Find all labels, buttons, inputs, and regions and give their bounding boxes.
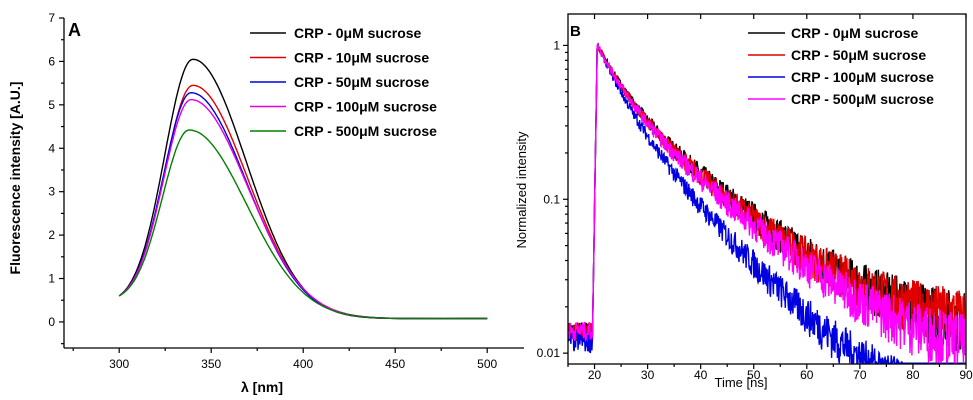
panel-b-x-tick-label: 60 (800, 368, 814, 382)
panel-a-x-tick-label: 350 (201, 357, 221, 371)
panel-b-x-tick-label: 80 (906, 368, 920, 382)
panel-a-x-tick-label: 450 (385, 357, 405, 371)
panel-b-legend-label: CRP - 50μM sucrose (791, 47, 926, 63)
panel-a-ylabel: Fluorescence intensity [A.U.] (7, 82, 23, 275)
panel-b: B 20 30 40 50 60 70 80 90 0.01 0.1 1 CRP - 0μM suc… (514, 13, 973, 390)
panel-a-series-line (118, 84, 488, 320)
panel-b-xlabel: Time [ns] (715, 375, 768, 390)
panel-a-y-tick-label: 0 (48, 315, 55, 329)
panel-a: A 300 350 400 450 500 0 1 2 3 4 5 6 7 CRP - 0μM sucr… (7, 11, 524, 395)
panel-b-legend-label: CRP - 100μM sucrose (791, 69, 934, 85)
panel-a-y-tick-label: 2 (48, 228, 55, 242)
panel-a-y-tick-label: 4 (48, 141, 55, 155)
panel-a-legend-label: CRP - 500μM sucrose (294, 123, 437, 139)
panel-a-xlabel: λ [nm] (241, 379, 283, 395)
panel-a-legend-label: CRP - 0μM sucrose (294, 25, 422, 41)
panel-b-frame (567, 13, 967, 365)
panel-a-label: A (68, 20, 81, 40)
panel-a-legend-label: CRP - 50μM sucrose (294, 74, 429, 90)
panel-b-legend-label: CRP - 500μM sucrose (791, 91, 934, 107)
panel-a-legend-label: CRP - 100μM sucrose (294, 99, 437, 115)
panel-a-y-tick-label: 7 (48, 11, 55, 25)
panel-a-x-tick-label: 500 (477, 357, 497, 371)
panel-a-y-tick-label: 3 (48, 185, 55, 199)
panel-b-x-tick-label: 20 (588, 368, 602, 382)
panel-a-y-tick-label: 6 (48, 54, 55, 68)
panel-b-x-tick-label: 70 (853, 368, 867, 382)
panel-b-series-line (568, 44, 966, 364)
panel-a-legend-label: CRP - 10μM sucrose (294, 50, 429, 66)
panel-b-y-tick-label: 0.1 (543, 192, 560, 206)
panel-a-series-line (118, 129, 488, 320)
panel-a-x-tick-label: 400 (293, 357, 313, 371)
panel-b-series-line (568, 43, 966, 364)
panel-b-x-tick-label: 40 (694, 368, 708, 382)
panel-b-y-tick-label: 1 (553, 38, 560, 52)
panel-a-x-tick-label: 300 (109, 357, 129, 371)
panel-b-x-tick-label: 50 (747, 368, 761, 382)
panel-a-y-tick-label: 1 (48, 272, 55, 286)
panel-b-y-tick-label: 0.01 (537, 346, 561, 360)
panel-a-y-tick-label: 5 (48, 98, 55, 112)
panel-b-ylabel: Normalized intensity (514, 131, 529, 249)
panel-b-x-tick-label: 90 (959, 368, 973, 382)
panel-b-label: B (570, 23, 581, 40)
panel-b-x-tick-label: 30 (641, 368, 655, 382)
panel-b-legend-label: CRP - 0μM sucrose (791, 25, 919, 41)
